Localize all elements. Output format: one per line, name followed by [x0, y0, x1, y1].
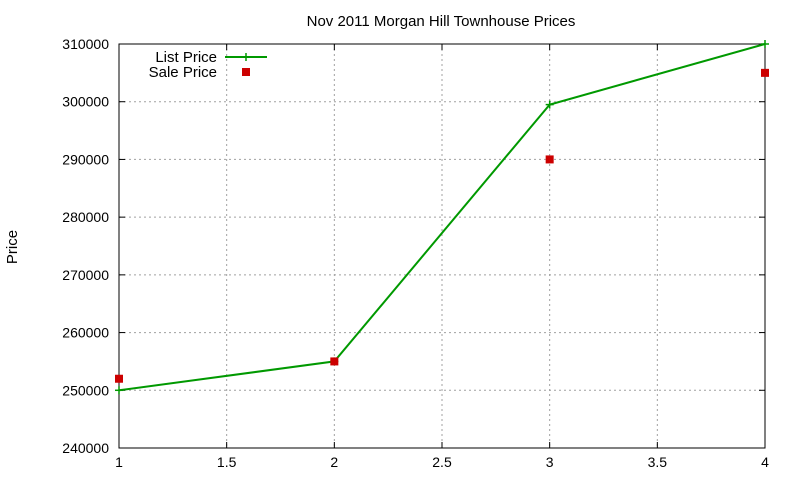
x-tick-label: 3.5 — [648, 454, 668, 470]
y-axis-label: Price — [4, 230, 21, 264]
y-tick-label: 240000 — [62, 440, 109, 456]
legend-label: Sale Price — [149, 64, 217, 81]
y-tick-label: 250000 — [62, 382, 109, 398]
y-tick-label: 310000 — [62, 36, 109, 52]
list-price-point — [545, 100, 554, 109]
list-price-point — [761, 40, 769, 48]
legend-item-sale-price: Sale Price — [149, 64, 250, 81]
series — [115, 40, 769, 395]
x-tick-label: 1 — [115, 454, 123, 470]
sale-price-point — [330, 357, 339, 366]
legend-label: List Price — [155, 49, 217, 66]
list-price-line — [118, 43, 766, 392]
y-tick-label: 300000 — [62, 94, 109, 110]
y-tick-label: 290000 — [62, 151, 109, 167]
x-tick-label: 2.5 — [432, 454, 452, 470]
chart-title: Nov 2011 Morgan Hill Townhouse Prices — [307, 13, 576, 30]
sale-price-point — [545, 155, 554, 164]
x-tick-label: 4 — [761, 454, 769, 470]
x-tick-label: 3 — [546, 454, 554, 470]
y-tick-label: 270000 — [62, 267, 109, 283]
legend-item-list-price: List Price — [155, 49, 267, 66]
sale-price-point — [115, 374, 123, 383]
legend-marker — [242, 68, 250, 76]
tick-labels: 1 1.5 2 2.5 3 3.5 4 240000 250000 260000 270000 280… — [62, 36, 769, 470]
y-tick-label: 260000 — [62, 325, 109, 341]
y-tick-label: 280000 — [62, 209, 109, 225]
grid-lines — [119, 44, 765, 448]
x-tick-label: 1.5 — [217, 454, 237, 470]
x-tick-label: 2 — [330, 454, 338, 470]
sale-price-point — [761, 68, 769, 77]
axes — [118, 43, 766, 449]
list-price-point — [115, 386, 123, 395]
